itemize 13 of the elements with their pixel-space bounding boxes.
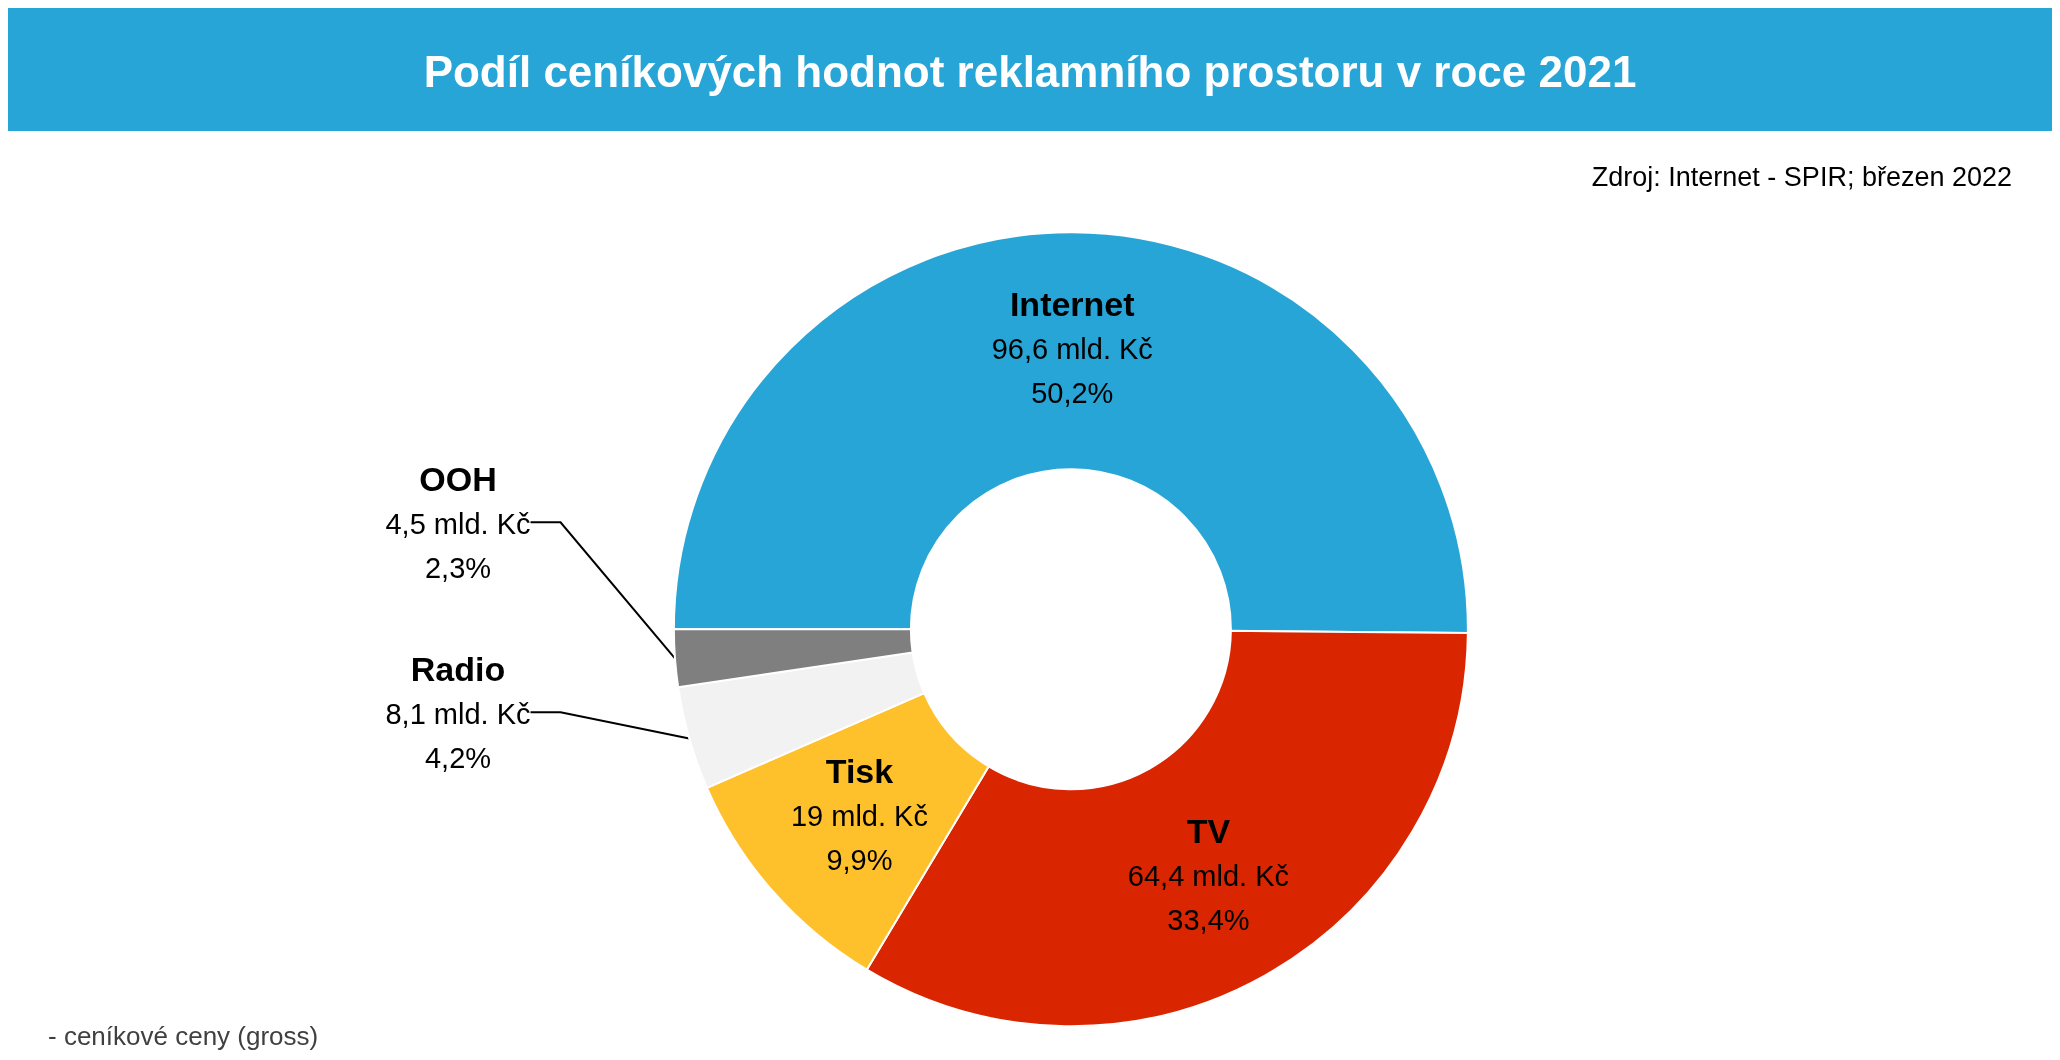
data-label: 19 mld. Kč 9,9% xyxy=(790,800,928,876)
text: Zdroj: Internet - SPIR; březen 2022 xyxy=(1591,161,2012,192)
slice-label: OOH xyxy=(419,460,497,498)
slice-label: Tisk xyxy=(825,752,894,790)
data-label: 8,1 mld. Kč 4,2% xyxy=(385,698,531,774)
chart-title: Podíl ceníkových hodnot reklamního prostoru v roce 2021 xyxy=(423,46,1637,96)
slice-label: TV xyxy=(1186,811,1231,850)
slice-label: Internet xyxy=(1009,284,1135,323)
data-label: 64,4 mld. Kč 33,4% xyxy=(1127,859,1290,936)
text: - ceníkové ceny (gross) xyxy=(48,1021,319,1051)
data-label: 96,6 mld. Kč 50,2% xyxy=(991,332,1153,409)
slice-label: Radio xyxy=(410,650,506,688)
data-label: 4,5 mld. Kč 2,3% xyxy=(385,508,531,584)
